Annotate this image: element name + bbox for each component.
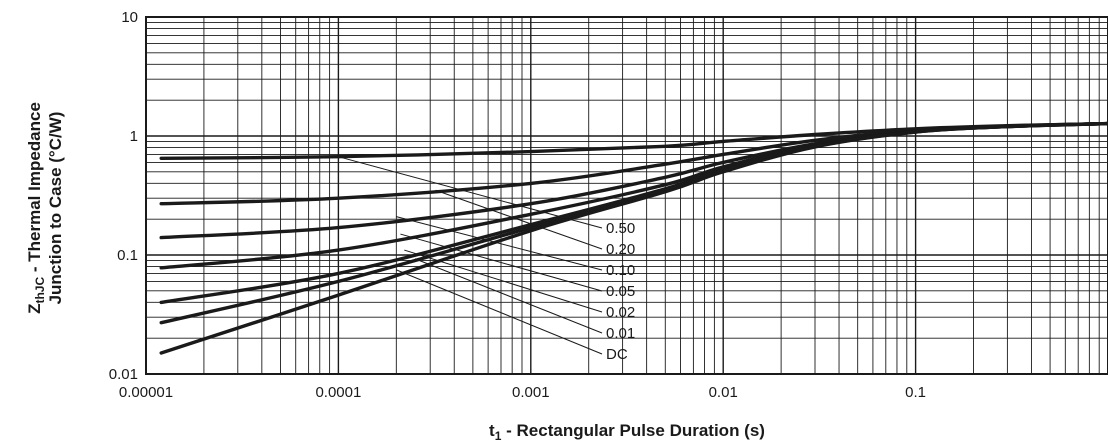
label-leaders (338, 156, 603, 355)
y-tick-label: 10 (121, 9, 138, 26)
curves (159, 121, 1108, 355)
leader-line (338, 156, 603, 229)
curve-labels: 0.50 0.20 0.10 0.05 0.02 0.01 DC (606, 220, 635, 363)
x-tick-label: 0.1 (905, 384, 926, 401)
tick-labels: 0.00001 0.0001 0.001 0.01 0.1 10 1 0.1 0.01 (109, 9, 926, 401)
y-tick-label: 0.01 (109, 366, 138, 383)
grid (145, 17, 1108, 375)
svg-text:ZthJC - Thermal Impedance: ZthJC - Thermal Impedance (25, 102, 47, 314)
curve-label: 0.01 (606, 325, 635, 342)
curve-label: 0.50 (606, 220, 635, 237)
curve-label: 0.20 (606, 241, 635, 258)
curve-label: 0.05 (606, 283, 635, 300)
curve-label: DC (606, 346, 628, 363)
leader-line (435, 189, 603, 250)
curve-DC (159, 121, 1108, 355)
leader-line (396, 269, 603, 355)
y-tick-label: 1 (130, 128, 138, 145)
y-axis-label: ZthJC - Thermal Impedance Junction to Ca… (25, 102, 65, 314)
leader-line (400, 233, 603, 292)
x-tick-label: 0.001 (512, 384, 550, 401)
svg-text:Junction to Case (°C/W): Junction to Case (°C/W) (46, 112, 65, 305)
leader-line (396, 216, 603, 271)
curve-label: 0.10 (606, 262, 635, 279)
plot-border (145, 16, 1108, 375)
plot-frame (145, 16, 1108, 375)
x-tick-label: 0.0001 (315, 384, 361, 401)
x-axis-label: t1 - Rectangular Pulse Duration (s) (489, 421, 765, 443)
leader-line (404, 249, 603, 313)
curve-label: 0.02 (606, 304, 635, 321)
y-tick-label: 0.1 (117, 247, 138, 264)
leader-line (414, 258, 603, 334)
x-tick-label: 0.00001 (119, 384, 173, 401)
x-tick-label: 0.01 (709, 384, 738, 401)
